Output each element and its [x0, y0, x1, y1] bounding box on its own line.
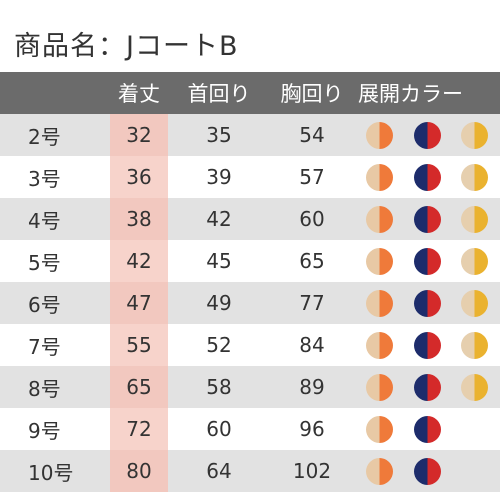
header-length: 着丈 — [118, 82, 160, 106]
neck-cell: 52 — [206, 333, 232, 357]
header-neck: 首回り — [187, 82, 251, 106]
length-cell: 72 — [110, 408, 168, 450]
color-swatches — [354, 247, 500, 275]
size-cell: 4号 — [28, 208, 61, 233]
neck-cell: 45 — [206, 249, 232, 273]
color-swatches — [354, 163, 500, 191]
table-row: 4号 38 42 60 — [0, 198, 500, 240]
table-row: 8号 65 58 89 — [0, 366, 500, 408]
swatch-empty — [461, 416, 488, 443]
swatch-beige-yellow-icon — [461, 373, 488, 401]
size-cell: 6号 — [28, 292, 61, 317]
size-cell: 10号 — [28, 460, 74, 485]
neck-cell: 64 — [206, 459, 232, 483]
color-swatches — [354, 331, 500, 359]
length-cell: 36 — [110, 156, 168, 198]
swatch-empty — [461, 458, 488, 485]
swatch-navy-red-icon — [413, 163, 441, 191]
size-cell: 3号 — [28, 166, 61, 191]
table-row: 7号 55 52 84 — [0, 324, 500, 366]
neck-cell: 42 — [206, 207, 232, 231]
swatch-beige-orange-icon — [366, 205, 393, 233]
chest-cell: 77 — [299, 291, 325, 315]
swatch-beige-yellow-icon — [461, 205, 488, 233]
length-cell: 38 — [110, 198, 168, 240]
product-title: 商品名：JコートB — [14, 31, 239, 62]
size-cell: 8号 — [28, 376, 61, 401]
swatch-beige-yellow-icon — [461, 163, 488, 191]
neck-cell: 35 — [206, 123, 232, 147]
table-row: 3号 36 39 57 — [0, 156, 500, 198]
neck-cell: 60 — [206, 417, 232, 441]
swatch-navy-red-icon — [413, 331, 441, 359]
size-cell: 2号 — [28, 124, 61, 149]
table-row: 10号 80 64 102 — [0, 450, 500, 492]
table-row: 5号 42 45 65 — [0, 240, 500, 282]
swatch-beige-orange-icon — [366, 163, 393, 191]
swatch-beige-orange-icon — [366, 457, 393, 485]
table-body: 2号 32 35 54 3号 36 39 57 4号 38 42 60 5号 42 45 65 6号 47 49 77… — [0, 114, 500, 492]
color-swatches — [354, 415, 500, 443]
swatch-beige-yellow-icon — [461, 121, 488, 149]
chest-cell: 65 — [299, 249, 325, 273]
swatch-beige-orange-icon — [366, 373, 393, 401]
swatch-navy-red-icon — [413, 205, 441, 233]
swatch-beige-orange-icon — [366, 289, 393, 317]
color-swatches — [354, 121, 500, 149]
swatch-beige-yellow-icon — [461, 331, 488, 359]
chest-cell: 96 — [299, 417, 325, 441]
swatch-beige-orange-icon — [366, 331, 393, 359]
chest-cell: 102 — [292, 459, 332, 483]
length-cell: 42 — [110, 240, 168, 282]
chest-cell: 54 — [299, 123, 325, 147]
swatch-beige-yellow-icon — [461, 247, 488, 275]
neck-cell: 39 — [206, 165, 232, 189]
swatch-navy-red-icon — [413, 247, 441, 275]
swatch-navy-red-icon — [413, 457, 441, 485]
table-header: 着丈 首回り 胸回り 展開カラー — [0, 72, 500, 114]
swatch-navy-red-icon — [413, 289, 441, 317]
swatch-beige-orange-icon — [366, 415, 393, 443]
size-table: 着丈 首回り 胸回り 展開カラー 2号 32 35 54 3号 36 39 57 4号 38 42 6… — [0, 72, 500, 492]
size-cell: 5号 — [28, 250, 61, 275]
swatch-navy-red-icon — [413, 415, 441, 443]
color-swatches — [354, 205, 500, 233]
chest-cell: 89 — [299, 375, 325, 399]
neck-cell: 58 — [206, 375, 232, 399]
swatch-beige-orange-icon — [366, 247, 393, 275]
swatch-navy-red-icon — [413, 373, 441, 401]
table-row: 9号 72 60 96 — [0, 408, 500, 450]
length-cell: 55 — [110, 324, 168, 366]
table-row: 6号 47 49 77 — [0, 282, 500, 324]
size-cell: 7号 — [28, 334, 61, 359]
chest-cell: 60 — [299, 207, 325, 231]
header-colors: 展開カラー — [358, 82, 463, 106]
size-cell: 9号 — [28, 418, 61, 443]
length-cell: 65 — [110, 366, 168, 408]
chest-cell: 57 — [299, 165, 325, 189]
swatch-navy-red-icon — [413, 121, 441, 149]
length-cell: 47 — [110, 282, 168, 324]
swatch-beige-yellow-icon — [461, 289, 488, 317]
color-swatches — [354, 457, 500, 485]
color-swatches — [354, 373, 500, 401]
chest-cell: 84 — [299, 333, 325, 357]
length-cell: 80 — [110, 450, 168, 492]
table-row: 2号 32 35 54 — [0, 114, 500, 156]
neck-cell: 49 — [206, 291, 232, 315]
swatch-beige-orange-icon — [366, 121, 393, 149]
color-swatches — [354, 289, 500, 317]
length-cell: 32 — [110, 114, 168, 156]
header-chest: 胸回り — [280, 82, 344, 106]
